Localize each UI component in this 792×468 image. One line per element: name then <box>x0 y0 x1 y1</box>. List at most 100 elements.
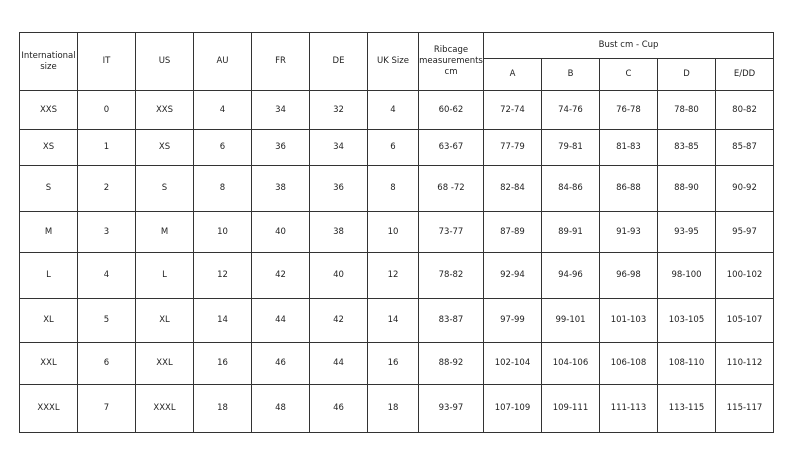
table-cell: 46 <box>251 342 310 385</box>
table-cell: 83-87 <box>418 298 484 343</box>
table-cell: 12 <box>367 252 419 299</box>
table-cell: 102-104 <box>483 342 542 385</box>
table-cell: 92-94 <box>483 252 542 299</box>
header-de: DE <box>309 32 368 91</box>
table-row: XXS 0 XXS 4 34 32 4 60-62 72-74 74-76 76-78 78-80 80… <box>19 90 775 130</box>
table-cell: XS <box>19 129 78 166</box>
table-cell: XXL <box>135 342 194 385</box>
table-cell: 36 <box>309 165 368 212</box>
table-cell: 18 <box>193 384 252 433</box>
table-cell: L <box>135 252 194 299</box>
table-cell: 108-110 <box>657 342 716 385</box>
table-cell: 86-88 <box>599 165 658 212</box>
table-cell: XS <box>135 129 194 166</box>
table-cell: 93-97 <box>418 384 484 433</box>
table-cell: 83-85 <box>657 129 716 166</box>
table-cell: 3 <box>77 211 136 253</box>
table-cell: 4 <box>367 90 419 130</box>
table-cell: 6 <box>193 129 252 166</box>
table-cell: 88-90 <box>657 165 716 212</box>
table-cell: 100-102 <box>714 252 775 299</box>
table-row: XXXL 7 XXXL 18 48 46 18 93-97 107-109 109-111 111-… <box>19 384 775 433</box>
table-cell: XXXL <box>19 384 78 433</box>
table-cell: XXS <box>135 90 194 130</box>
table-cell: 2 <box>77 165 136 212</box>
table-cell: 68 -72 <box>418 165 484 212</box>
table-cell: 36 <box>251 129 310 166</box>
table-cell: 38 <box>309 211 368 253</box>
table-cell: 44 <box>309 342 368 385</box>
table-cell: 38 <box>251 165 310 212</box>
table-cell: 106-108 <box>599 342 658 385</box>
table-cell: 40 <box>251 211 310 253</box>
table-cell: XXL <box>19 342 78 385</box>
table-cell: 32 <box>309 90 368 130</box>
table-cell: 115-117 <box>714 384 775 433</box>
cup-header-row: A B C D E/DD <box>20 58 775 91</box>
table-cell: 60-62 <box>418 90 484 130</box>
table-cell: 6 <box>367 129 419 166</box>
table-cell: 89-91 <box>541 211 600 253</box>
table-cell: 73-77 <box>418 211 484 253</box>
table-cell: 87-89 <box>483 211 542 253</box>
table-cell: 110-112 <box>714 342 775 385</box>
table-cell: 18 <box>367 384 419 433</box>
table-cell: 5 <box>77 298 136 343</box>
table-cell: 0 <box>77 90 136 130</box>
table-cell: 78-80 <box>657 90 716 130</box>
table-cell: 113-115 <box>657 384 716 433</box>
table-cell: 12 <box>193 252 252 299</box>
table-cell: 88-92 <box>418 342 484 385</box>
table-cell: 14 <box>193 298 252 343</box>
table-cell: 10 <box>193 211 252 253</box>
table-cell: 74-76 <box>541 90 600 130</box>
table-cell: 77-79 <box>483 129 542 166</box>
table-cell: 8 <box>367 165 419 212</box>
header-cup-b: B <box>541 58 600 91</box>
table-cell: 48 <box>251 384 310 433</box>
table-cell: 14 <box>367 298 419 343</box>
table-cell: 104-106 <box>541 342 600 385</box>
table-cell: 95-97 <box>714 211 775 253</box>
table-cell: 99-101 <box>541 298 600 343</box>
table-cell: 7 <box>77 384 136 433</box>
table-cell: 82-84 <box>483 165 542 212</box>
header-international: International size <box>19 32 78 91</box>
table-row: XL 5 XL 14 44 42 14 83-87 97-99 99-101 101-103 103-… <box>19 298 775 343</box>
table-cell: 79-81 <box>541 129 600 166</box>
table-row: M 3 M 10 40 38 10 73-77 87-89 89-91 91-93 93-95 95-9… <box>19 211 775 253</box>
table-cell: 16 <box>367 342 419 385</box>
header-cup-d: D <box>657 58 716 91</box>
table-cell: 10 <box>367 211 419 253</box>
table-cell: 34 <box>251 90 310 130</box>
table-cell: 98-100 <box>657 252 716 299</box>
table-cell: 96-98 <box>599 252 658 299</box>
header-bust-group: Bust cm - Cup <box>482 32 775 59</box>
header-cup-e-dd: E/DD <box>714 58 775 91</box>
table-cell: 107-109 <box>483 384 542 433</box>
table-cell: 84-86 <box>541 165 600 212</box>
table-row: XS 1 XS 6 36 34 6 63-67 77-79 79-81 81-83 83-85 85-8… <box>19 129 775 166</box>
table-cell: 90-92 <box>714 165 775 212</box>
table-cell: M <box>135 211 194 253</box>
table-cell: 93-95 <box>657 211 716 253</box>
table-cell: XL <box>135 298 194 343</box>
header-row: International size IT US AU FR DE UK Siz… <box>19 32 775 91</box>
table-row: XXL 6 XXL 16 46 44 16 88-92 102-104 104-106 106-10… <box>19 342 775 385</box>
table-cell: 44 <box>251 298 310 343</box>
table-cell: 8 <box>193 165 252 212</box>
header-cup-a: A <box>483 58 542 91</box>
table-row: L 4 L 12 42 40 12 78-82 92-94 94-96 96-98 98-100 100… <box>19 252 775 299</box>
header-it: IT <box>77 32 136 91</box>
header-uk: UK Size <box>367 32 419 91</box>
table-cell: 72-74 <box>483 90 542 130</box>
table-cell: 16 <box>193 342 252 385</box>
table-cell: 42 <box>251 252 310 299</box>
table-cell: 4 <box>77 252 136 299</box>
table-cell: 46 <box>309 384 368 433</box>
table-cell: 4 <box>193 90 252 130</box>
table-cell: XXS <box>19 90 78 130</box>
table-cell: 97-99 <box>483 298 542 343</box>
table-cell: 101-103 <box>599 298 658 343</box>
table-cell: L <box>19 252 78 299</box>
